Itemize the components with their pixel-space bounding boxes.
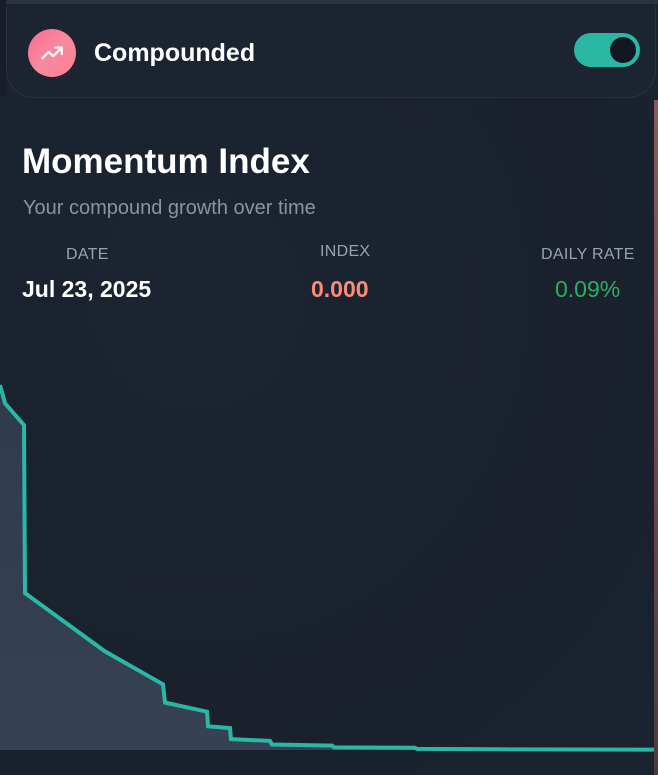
trending-up-icon <box>41 46 63 60</box>
app-logo <box>28 29 76 77</box>
daily-rate-label: DAILY RATE <box>541 246 635 263</box>
index-label: INDEX <box>320 243 371 260</box>
app-title: Compounded <box>94 39 256 67</box>
page-title: Momentum Index <box>22 142 310 181</box>
compounded-toggle[interactable] <box>574 33 640 67</box>
chart-series-line <box>0 384 655 752</box>
date-label: DATE <box>66 246 109 263</box>
card-right-accent <box>654 100 658 775</box>
app-header: Compounded <box>6 6 656 98</box>
daily-rate-value: 0.09% <box>555 276 621 302</box>
toggle-knob <box>610 37 636 63</box>
chart-area-fill <box>0 385 654 750</box>
index-value: 0.000 <box>311 276 369 302</box>
page-subtitle: Your compound growth over time <box>23 197 316 219</box>
window-left-border <box>0 0 6 100</box>
date-value: Jul 23, 2025 <box>22 276 152 302</box>
momentum-chart <box>0 384 655 752</box>
window-top-border <box>0 0 658 4</box>
